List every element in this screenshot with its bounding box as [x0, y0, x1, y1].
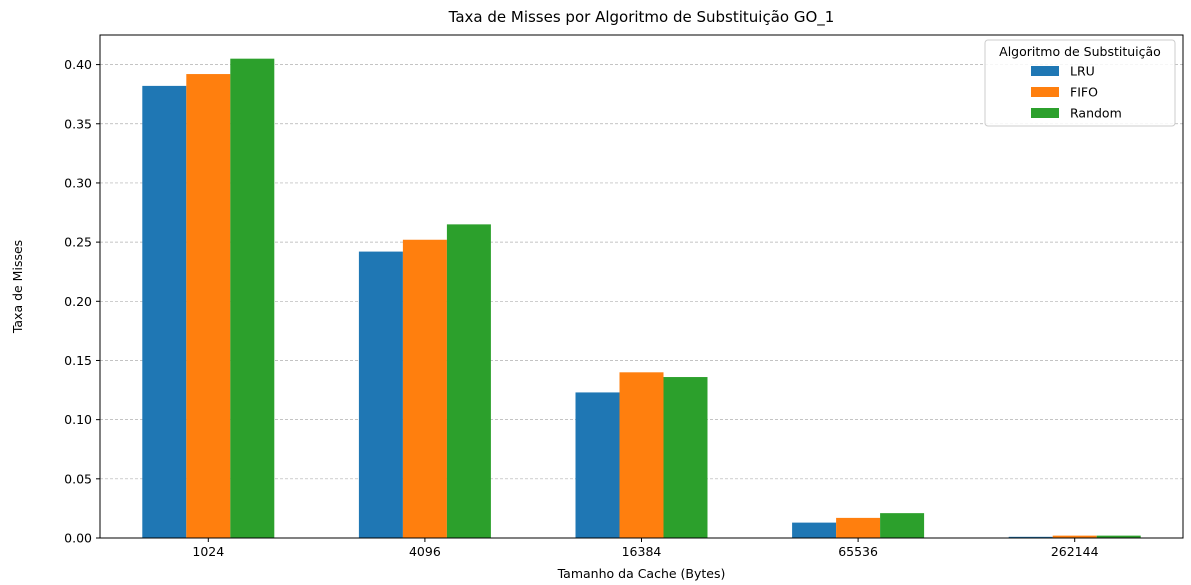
- y-tick-label: 0.35: [64, 116, 92, 131]
- bar-random-1024: [230, 58, 275, 538]
- bar-lru-65536: [792, 522, 837, 538]
- legend-title: Algoritmo de Substituição: [999, 44, 1161, 59]
- y-tick-label: 0.00: [64, 531, 92, 546]
- legend-swatch-fifo: [1031, 87, 1059, 97]
- x-tick-label: 1024: [192, 544, 224, 559]
- x-tick-label: 16384: [622, 544, 662, 559]
- y-tick-label: 0.25: [64, 235, 92, 250]
- x-tick-label: 65536: [838, 544, 878, 559]
- x-tick-label: 262144: [1051, 544, 1099, 559]
- bar-lru-1024: [142, 85, 187, 539]
- x-tick-label: 4096: [409, 544, 441, 559]
- legend-box: [984, 39, 1176, 127]
- bar-lru-262144: [1008, 536, 1053, 538]
- bar-fifo-262144: [1052, 535, 1097, 538]
- legend-label-fifo: FIFO: [1070, 85, 1098, 100]
- y-tick-label: 0.10: [64, 412, 92, 427]
- chart-title: Taxa de Misses por Algoritmo de Substitu…: [448, 8, 835, 27]
- bar-fifo-4096: [402, 239, 447, 538]
- bar-random-262144: [1096, 535, 1141, 538]
- bars: [142, 58, 1141, 539]
- legend-swatch-random: [1031, 108, 1059, 118]
- legend: Algoritmo de Substituição LRU FIFO Random: [984, 39, 1176, 127]
- bar-random-16384: [663, 377, 708, 538]
- bar-fifo-65536: [836, 517, 881, 538]
- bar-fifo-16384: [619, 372, 664, 538]
- y-axis: 0.00 0.05 0.10 0.15 0.20 0.25 0.30 0.35 0.40: [64, 57, 100, 546]
- x-axis-label: Tamanho da Cache (Bytes): [557, 566, 726, 581]
- bar-random-4096: [446, 224, 491, 539]
- y-tick-label: 0.15: [64, 353, 92, 368]
- gridlines: [100, 64, 1183, 480]
- legend-swatch-lru: [1031, 66, 1059, 76]
- y-tick-label: 0.05: [64, 471, 92, 486]
- bar-random-65536: [880, 513, 925, 538]
- bar-fifo-1024: [186, 74, 231, 539]
- x-axis: 1024 4096 16384 65536 262144: [192, 538, 1099, 559]
- y-tick-label: 0.20: [64, 294, 92, 309]
- bar-lru-4096: [358, 251, 403, 538]
- y-tick-label: 0.30: [64, 175, 92, 190]
- bar-lru-16384: [575, 392, 620, 538]
- y-axis-label: Taxa de Misses: [10, 240, 25, 334]
- legend-label-lru: LRU: [1070, 64, 1095, 79]
- legend-label-random: Random: [1070, 106, 1122, 121]
- y-tick-label: 0.40: [64, 57, 92, 72]
